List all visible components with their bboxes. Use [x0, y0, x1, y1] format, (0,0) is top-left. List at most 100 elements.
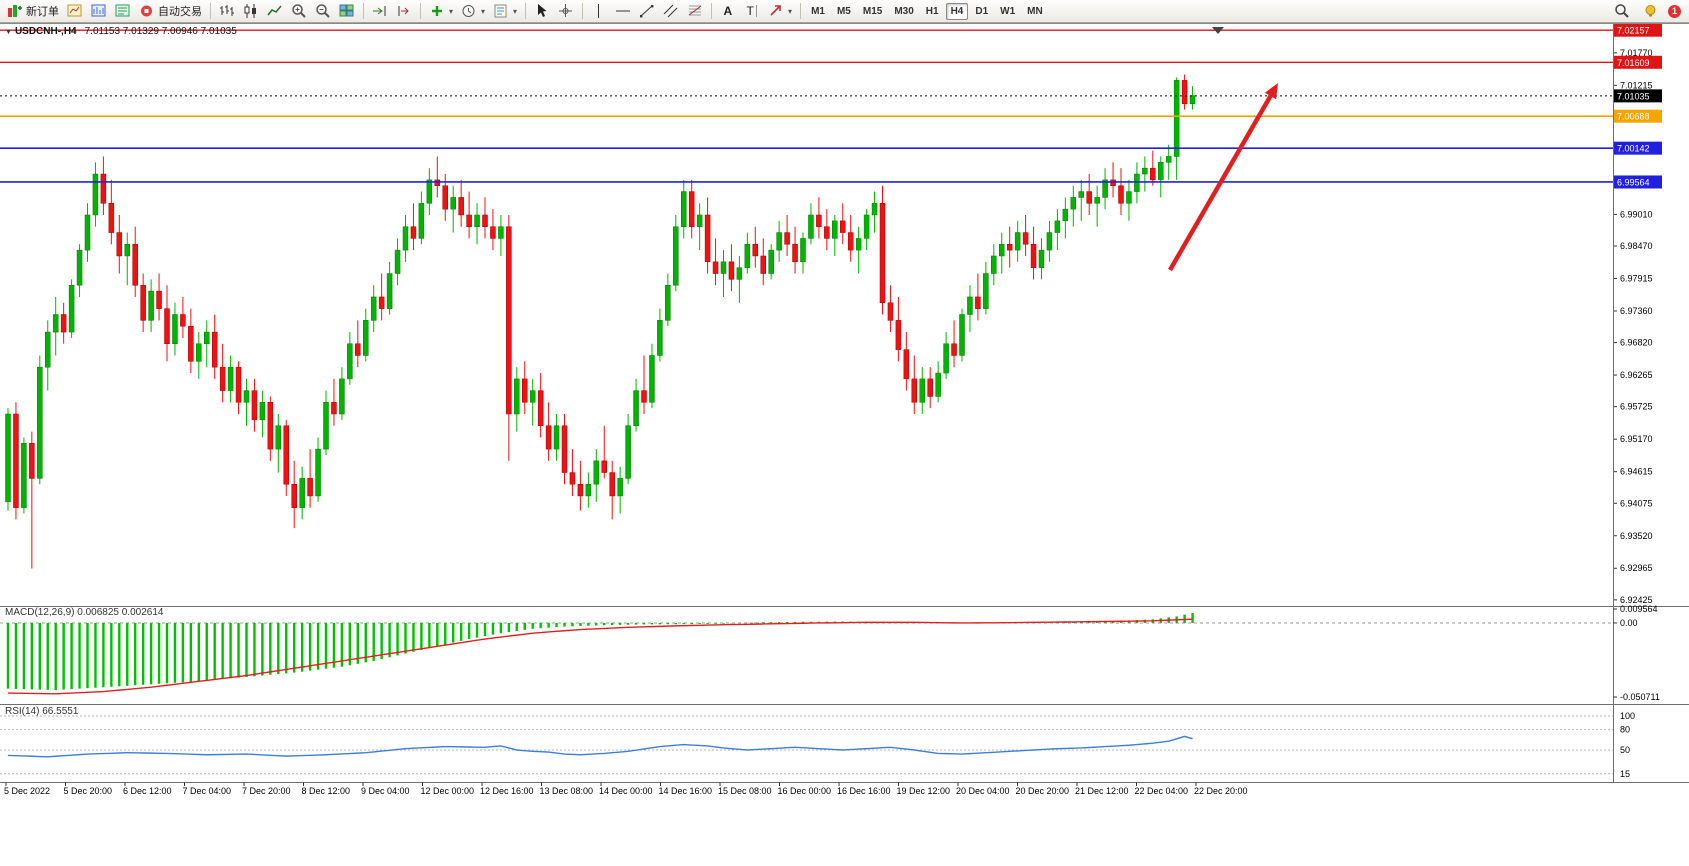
- chart-shift-marker[interactable]: [1212, 27, 1224, 34]
- time-axis-label: 5 Dec 20:00: [64, 786, 113, 796]
- price-badge: [1614, 109, 1662, 123]
- bull-candle: [832, 220, 838, 239]
- candlestick-chart-button[interactable]: [239, 1, 263, 22]
- chart-window-button[interactable]: [63, 1, 87, 22]
- label-button[interactable]: T: [740, 1, 764, 22]
- chart-shift-button[interactable]: [392, 1, 416, 22]
- bull-candle: [863, 214, 870, 239]
- timeframe-mn[interactable]: MN: [1027, 5, 1043, 17]
- zoom-in-button[interactable]: [287, 1, 311, 22]
- alerts-button[interactable]: [1639, 1, 1663, 22]
- bull-candle: [386, 273, 393, 309]
- chart-header: ▼ USDCNH-,H4 7.01153 7.01329 7.00946 7.010…: [5, 26, 237, 37]
- bull-candle: [418, 203, 425, 239]
- profiles-button[interactable]: [87, 1, 111, 22]
- timeframe-h4[interactable]: H4: [945, 2, 969, 20]
- bull-candle: [323, 402, 329, 450]
- timeframe-m30[interactable]: M30: [894, 5, 914, 17]
- vertical-line-icon: [591, 3, 607, 19]
- zoom-out-button[interactable]: [311, 1, 335, 22]
- bear-candle: [712, 261, 719, 274]
- bull-candle: [299, 478, 305, 508]
- macd-axis-label: -0.050711: [1620, 692, 1660, 702]
- bull-candle: [21, 443, 27, 508]
- bear-candle: [506, 226, 512, 415]
- price-badge: [1614, 89, 1662, 103]
- chevron-down-icon[interactable]: ▾: [449, 6, 454, 16]
- trend-arrow[interactable]: [1168, 94, 1273, 272]
- timeframe-d1[interactable]: D1: [975, 5, 989, 17]
- templates-button[interactable]: ▾: [489, 1, 521, 22]
- auto-scroll-button[interactable]: [368, 1, 392, 22]
- data-window-button[interactable]: [111, 1, 135, 22]
- bull-candle: [450, 197, 456, 210]
- timeframe-m1[interactable]: M1: [811, 5, 825, 17]
- price-axis-label: 6.93520: [1620, 531, 1653, 541]
- fibonacci-button[interactable]: [683, 1, 707, 22]
- indicators-button[interactable]: ▾: [425, 1, 457, 22]
- bar-chart-icon: [219, 3, 235, 19]
- bear-candle: [291, 484, 297, 508]
- chevron-down-icon[interactable]: ▾: [788, 6, 793, 16]
- bull-candle: [665, 284, 671, 321]
- chevron-down-icon[interactable]: ▾: [481, 6, 486, 16]
- bar-chart-button[interactable]: [215, 1, 239, 22]
- bear-candle: [251, 390, 258, 421]
- time-axis-label: 19 Dec 12:00: [897, 786, 951, 796]
- cursor-button[interactable]: [530, 1, 554, 22]
- timeframe-w1[interactable]: W1: [1000, 5, 1016, 17]
- time-axis-label: 20 Dec 04:00: [956, 786, 1010, 796]
- bull-candle: [776, 232, 782, 251]
- bull-candle: [1046, 232, 1053, 251]
- channel-button[interactable]: [659, 1, 683, 22]
- tile-windows-button[interactable]: [335, 1, 359, 22]
- bear-candle: [537, 390, 544, 426]
- macd-axis-label: 0.009564: [1620, 604, 1658, 614]
- arrows-button[interactable]: ▾: [764, 1, 796, 22]
- trendline-button[interactable]: [635, 1, 659, 22]
- bear-candle: [561, 425, 568, 473]
- search-icon: [1614, 3, 1630, 19]
- horizontal-line-button[interactable]: [611, 1, 635, 22]
- autotrading-button[interactable]: 自动交易: [135, 1, 206, 22]
- price-badge-text: 7.02157: [1617, 26, 1650, 36]
- price-axis-label: 6.97915: [1620, 274, 1653, 284]
- time-axis-label: 6 Dec 12:00: [123, 786, 172, 796]
- bull-candle: [736, 267, 743, 280]
- bull-candle: [514, 378, 520, 415]
- bear-candle: [522, 378, 528, 403]
- text-icon: A: [720, 3, 736, 19]
- text-button[interactable]: A: [716, 1, 740, 22]
- timeframe-m15[interactable]: M15: [862, 5, 883, 17]
- bear-candle: [188, 325, 194, 362]
- trend-arrow-head[interactable]: [1264, 83, 1278, 100]
- candlestick-icon: [243, 3, 259, 19]
- rsi-axis-label: 50: [1620, 745, 1630, 755]
- line-chart-button[interactable]: [263, 1, 287, 22]
- bear-candle: [466, 214, 472, 227]
- vertical-line-button[interactable]: [587, 1, 611, 22]
- bear-candle: [29, 443, 35, 479]
- crosshair-button[interactable]: [554, 1, 578, 22]
- notification-badge[interactable]: 1: [1668, 4, 1681, 18]
- chart-canvas[interactable]: 7.02157 7.01609 7.01035 7.00688 7.00142 6.995…: [0, 23, 1689, 861]
- bear-candle: [211, 331, 218, 368]
- periods-button[interactable]: ▾: [457, 1, 489, 22]
- bear-candle: [609, 472, 615, 497]
- bear-candle: [704, 214, 711, 263]
- time-axis-label: 16 Dec 00:00: [778, 786, 832, 796]
- timeframe-m5[interactable]: M5: [836, 5, 851, 17]
- bear-candle: [1118, 185, 1124, 204]
- bull-candle: [553, 425, 560, 450]
- price-axis-label: 6.96265: [1620, 370, 1653, 380]
- bull-candle: [855, 238, 862, 251]
- search-button[interactable]: [1610, 1, 1634, 22]
- templates-icon: [493, 3, 509, 19]
- timeframe-h1[interactable]: H1: [925, 5, 939, 17]
- bull-candle: [800, 238, 806, 263]
- bull-candle: [148, 290, 154, 321]
- zoom-out-icon: [315, 3, 331, 19]
- new-order-button[interactable]: 新订单: [3, 1, 63, 22]
- collapse-arrow-icon[interactable]: ▼: [5, 29, 12, 36]
- chevron-down-icon[interactable]: ▾: [513, 6, 518, 16]
